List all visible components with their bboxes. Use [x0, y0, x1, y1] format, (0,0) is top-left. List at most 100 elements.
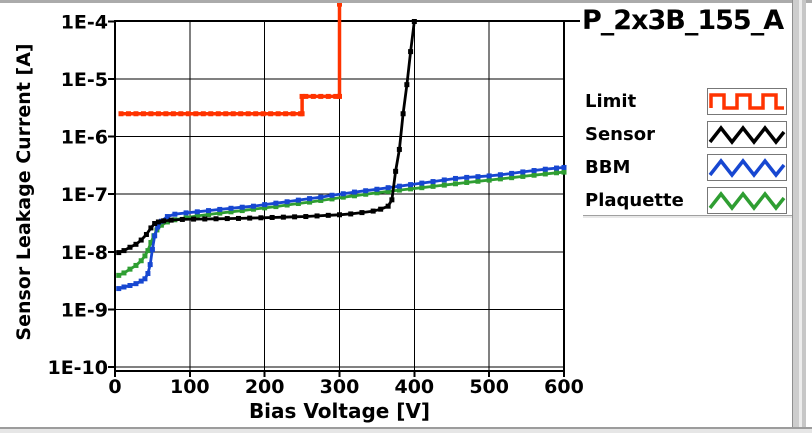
series-limit-marker: [337, 1, 342, 7]
series-bbm-marker: [531, 168, 537, 174]
series-bbm-marker: [172, 211, 178, 217]
series-bbm-marker: [142, 276, 148, 282]
series-limit-line[interactable]: [121, 4, 342, 116]
series-plaquette-marker: [164, 219, 170, 225]
series-sensor-marker: [269, 214, 275, 220]
series-sensor-marker: [400, 111, 406, 117]
series-limit-marker: [230, 111, 236, 117]
top-border-strip: [0, 0, 812, 3]
legend-row-sensor[interactable]: Sensor: [585, 118, 787, 151]
series-plaquette-marker: [284, 202, 290, 208]
legend-row-limit[interactable]: Limit: [585, 85, 787, 118]
series-sensor-marker: [247, 215, 253, 221]
bottom-border-strip: [0, 427, 812, 433]
series-limit-marker: [140, 111, 146, 117]
legend-row-bbm[interactable]: BBM: [585, 151, 787, 184]
series-bbm-marker: [152, 233, 158, 239]
legend-row-plaquette[interactable]: Plaquette: [585, 184, 787, 217]
sensor-waveform-icon[interactable]: [707, 121, 787, 148]
series-limit-marker: [325, 93, 331, 99]
series-plaquette-marker: [142, 253, 148, 259]
series-bbm-marker: [385, 185, 391, 191]
series-plaquette-marker: [385, 188, 391, 194]
series-limit-marker: [303, 93, 309, 99]
right-scrollbar[interactable]: [792, 0, 806, 433]
series-sensor-marker: [396, 146, 402, 152]
series-bbm-marker: [295, 197, 301, 203]
series-sensor-marker: [235, 215, 241, 221]
series-sensor-marker: [161, 218, 167, 224]
series-bbm-marker: [486, 173, 492, 179]
series-sensor-marker: [348, 211, 354, 217]
series-sensor-marker: [191, 216, 197, 222]
series-sensor-marker: [337, 212, 342, 218]
legend-label-plaquette: Plaquette: [585, 190, 684, 211]
series-sensor-marker: [325, 212, 331, 218]
series-bbm-marker: [340, 191, 346, 197]
series-plaquette-marker: [452, 181, 458, 187]
series-plaquette-marker: [138, 258, 144, 264]
series-limit-marker: [185, 111, 191, 117]
series-plaquette-marker: [554, 170, 560, 176]
series-plaquette-marker: [158, 222, 164, 228]
y-tick-label: 1E-10: [47, 357, 108, 379]
series-sensor-marker: [258, 215, 264, 221]
series-bbm-marker: [408, 182, 414, 188]
waveform-glyph: [709, 93, 784, 110]
series-limit-marker: [253, 111, 259, 117]
series-plaquette-marker: [318, 197, 324, 203]
limit-waveform-icon[interactable]: [707, 88, 787, 115]
plot-legend: Limit Sensor BBM Plaquette: [585, 85, 787, 217]
series-bbm-marker: [520, 169, 526, 175]
series-bbm-marker: [329, 192, 335, 198]
plaquette-waveform-icon[interactable]: [707, 187, 787, 214]
bbm-waveform-icon[interactable]: [707, 154, 787, 181]
series-plaquette-marker: [183, 215, 189, 221]
series-limit-marker: [318, 93, 324, 99]
series-plaquette-marker: [396, 187, 402, 193]
series-sensor-marker: [393, 168, 399, 174]
series-bbm-marker: [509, 170, 515, 176]
series-bbm-marker: [475, 174, 481, 180]
series-bbm-marker: [441, 177, 447, 183]
series-bbm-marker: [149, 246, 155, 252]
series-limit-marker: [163, 111, 169, 117]
series-bbm-marker: [262, 202, 268, 208]
legend-label-sensor: Sensor: [585, 124, 655, 145]
chart-title: P_2x3B_155_A: [582, 5, 784, 36]
series-plaquette-marker: [520, 173, 526, 179]
x-tick-label: 300: [320, 376, 360, 398]
series-limit-marker: [208, 111, 214, 117]
series-limit-marker: [245, 111, 251, 117]
series-plaquette-marker: [307, 199, 313, 205]
series-limit-marker: [148, 111, 154, 117]
series-bbm-marker: [145, 271, 151, 277]
series-sensor-marker: [303, 214, 309, 220]
series-limit-marker: [333, 93, 339, 99]
x-tick-label: 200: [245, 376, 285, 398]
series-limit-marker: [290, 111, 296, 117]
x-tick-label: 600: [544, 376, 584, 398]
series-bbm-marker: [121, 284, 127, 290]
series-sensor-marker: [213, 216, 219, 222]
series-sensor-marker: [280, 214, 286, 220]
series-limit-marker: [200, 111, 206, 117]
series-bbm-marker: [561, 164, 567, 170]
series-bbm-marker: [183, 210, 189, 216]
series-sensor-marker: [168, 217, 174, 223]
series-plaquette-marker: [194, 213, 200, 219]
series-sensor-marker: [143, 231, 149, 237]
series-bbm-marker: [147, 262, 153, 268]
series-limit-marker: [133, 111, 139, 117]
legend-label-bbm: BBM: [585, 157, 631, 178]
series-limit-marker: [337, 93, 342, 99]
series-bbm-marker: [318, 194, 324, 200]
series-plaquette-marker: [542, 171, 548, 177]
series-sensor-marker: [408, 49, 414, 55]
y-tick-label: 1E-6: [61, 127, 108, 149]
series-limit-marker: [310, 93, 316, 99]
series-plaquette-marker: [531, 172, 537, 178]
series-bbm-marker: [217, 206, 223, 212]
x-tick-label: 500: [469, 376, 509, 398]
